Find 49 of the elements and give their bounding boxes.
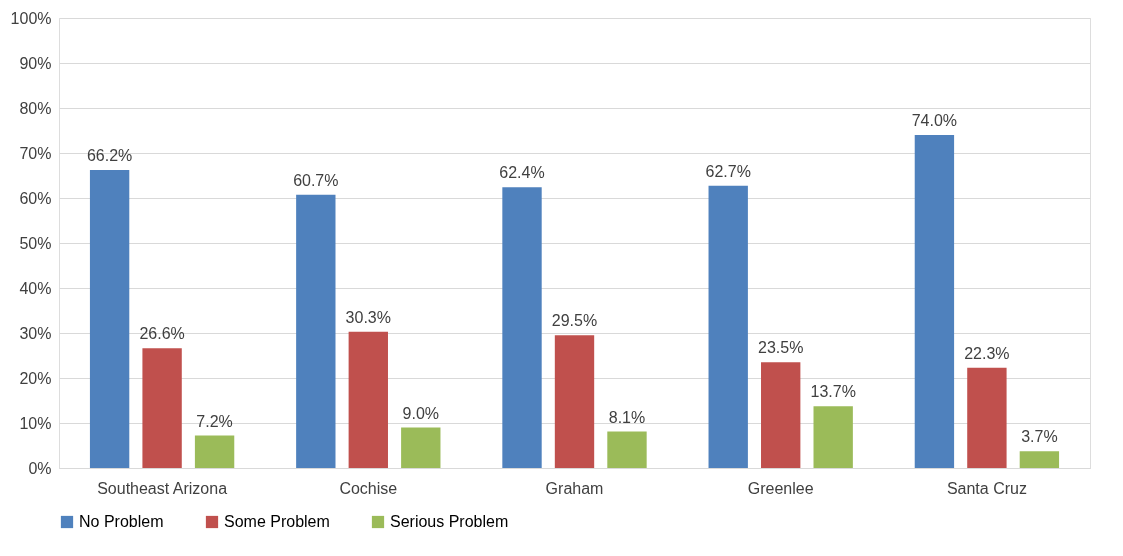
bar	[967, 367, 1007, 468]
y-tick-label: 60%	[19, 189, 52, 207]
y-tick-label: 0%	[28, 459, 52, 477]
y-tick-label: 10%	[19, 414, 52, 432]
data-label: 22.3%	[964, 344, 1010, 362]
data-label: 8.1%	[608, 408, 646, 426]
legend-label: Some Problem	[224, 513, 330, 530]
y-tick-label: 50%	[19, 234, 52, 252]
data-label: 29.5%	[551, 312, 598, 330]
y-tick-label: 70%	[19, 144, 52, 162]
legend-label: No Problem	[79, 513, 164, 530]
bar	[296, 194, 336, 468]
data-label: 23.5%	[758, 339, 804, 357]
bar	[502, 187, 542, 468]
bar	[348, 331, 388, 468]
x-tick-label: Graham	[545, 479, 604, 497]
y-tick-label: 100%	[10, 9, 52, 27]
data-label: 74.0%	[911, 112, 958, 129]
y-tick-label: 40%	[19, 279, 52, 297]
data-label: 26.6%	[139, 325, 185, 343]
legend-label: Serious Problem	[390, 513, 509, 530]
data-label: 30.3%	[345, 308, 391, 326]
y-tick-label: 20%	[19, 369, 52, 387]
data-label: 60.7%	[293, 171, 339, 189]
bar	[761, 362, 801, 468]
bar	[401, 427, 441, 468]
x-tick-label: Cochise	[339, 479, 398, 497]
bar	[142, 348, 182, 468]
data-label: 3.7%	[1021, 428, 1058, 446]
bar	[89, 170, 130, 468]
data-label: 13.7%	[810, 383, 856, 401]
bar	[194, 435, 235, 468]
bar	[1019, 451, 1060, 468]
y-tick-label: 80%	[19, 99, 52, 117]
x-tick-label: Santa Cruz	[946, 479, 1027, 497]
bar	[813, 406, 853, 468]
y-tick-label: 30%	[19, 324, 52, 342]
bar	[708, 185, 748, 468]
bar	[607, 431, 647, 468]
data-label: 7.2%	[196, 412, 233, 430]
data-label: 66.2%	[86, 147, 133, 165]
data-label: 62.4%	[499, 164, 545, 182]
bar	[554, 335, 595, 468]
data-label: 9.0%	[402, 404, 440, 422]
y-tick-label: 90%	[19, 54, 52, 72]
bar	[914, 135, 955, 468]
x-tick-label: Greenlee	[747, 479, 814, 497]
data-label: 62.7%	[705, 162, 751, 180]
x-tick-label: Southeast Arizona	[97, 479, 228, 497]
